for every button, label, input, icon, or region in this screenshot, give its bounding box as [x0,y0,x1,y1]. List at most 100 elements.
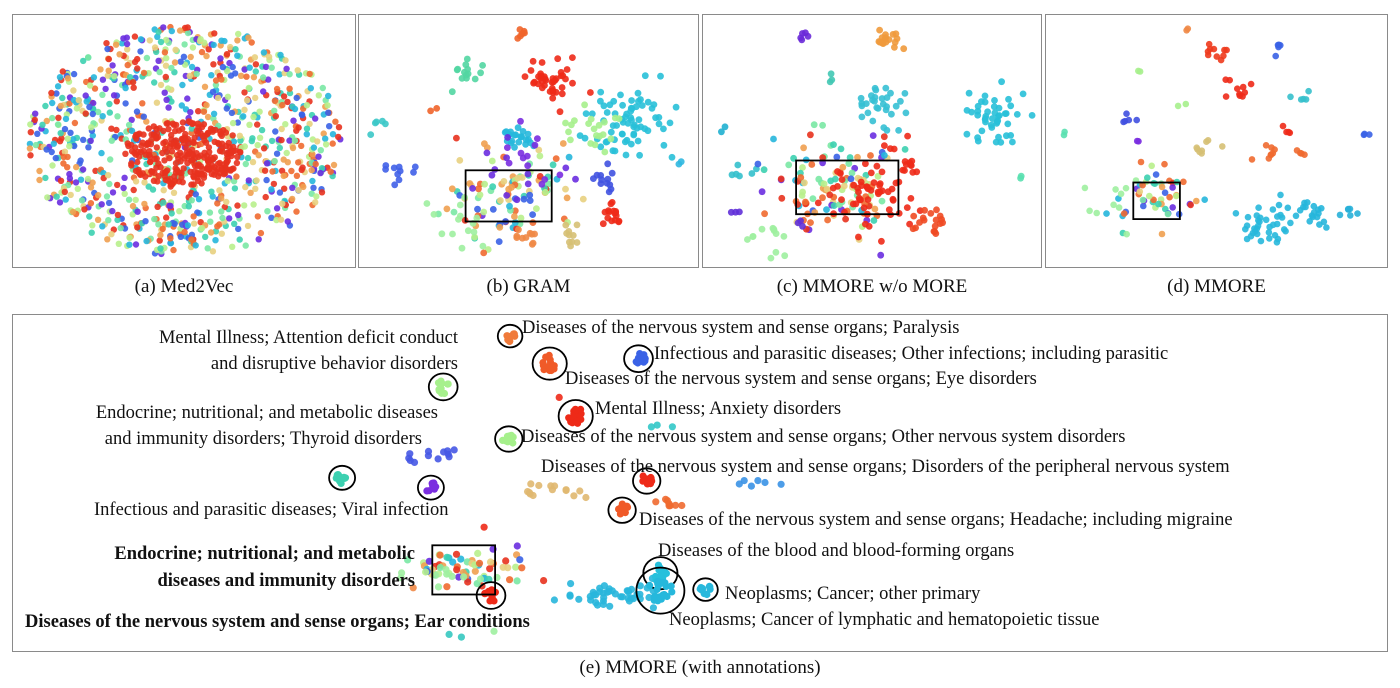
point-cluster-6 [506,576,514,584]
point-cluster-10 [535,146,543,154]
point-cluster-0 [181,24,189,32]
point-cluster-11 [727,208,735,216]
point-cluster-0 [134,158,141,166]
point-cluster-8 [904,132,911,140]
point-cluster-0 [214,200,221,207]
point-cluster-0 [298,111,305,118]
point-cluster-0 [86,82,94,89]
point-cluster-0 [42,174,49,182]
point-cluster-1 [172,169,180,176]
point-cluster-0 [243,97,251,104]
point-cluster-0 [145,183,152,190]
point-cluster-0 [131,33,139,40]
point-cluster-10 [514,174,522,182]
point-cluster-0 [48,148,55,156]
point-cluster-0 [98,149,105,157]
point-cluster-0 [209,193,216,200]
point-cluster-0 [212,228,220,235]
point-cluster-3 [888,110,895,118]
point-cluster-0 [289,144,297,152]
point-cluster-8 [873,162,881,170]
point-cluster-15 [1150,196,1157,204]
point-cluster-0 [261,167,269,174]
point-cluster-8 [864,196,872,204]
point-cluster-0 [241,202,248,209]
point-cluster-0 [91,85,99,92]
point-cluster-0 [263,160,271,167]
point-cluster-0 [203,52,210,60]
point-cluster-1 [179,119,187,126]
point-cluster-0 [192,242,199,249]
circled-point-4 [577,405,585,413]
point-cluster-0 [260,88,267,95]
point-cluster-6 [518,564,526,572]
point-cluster-3 [887,89,894,97]
point-cluster-0 [115,240,123,247]
point-cluster-7 [550,596,559,604]
point-cluster-6 [512,563,520,571]
point-cluster-1 [163,148,171,155]
point-cluster-0 [168,27,175,35]
point-cluster-4 [974,111,982,119]
point-cluster-0 [134,55,141,63]
point-cluster-0 [157,81,165,89]
point-cluster-9 [931,222,939,230]
point-cluster-0 [74,185,81,192]
point-cluster-15 [1173,192,1180,200]
point-cluster-0 [42,102,49,110]
point-cluster-10 [552,155,560,163]
point-cluster-1 [161,173,168,180]
point-cluster-4 [668,423,677,431]
point-cluster-10 [476,191,484,199]
point-cluster-0 [245,177,252,184]
point-cluster-0 [268,186,275,193]
point-cluster-16 [538,180,546,188]
point-cluster-10 [517,214,525,222]
point-cluster-0 [50,140,57,147]
point-cluster-0 [156,68,163,76]
point-cluster-0 [309,151,316,158]
circled-point-12 [653,585,661,594]
point-cluster-0 [329,140,336,147]
point-cluster-12 [567,242,574,250]
point-cluster-4 [1239,93,1246,100]
point-cluster-7 [831,175,839,183]
point-cluster-3 [582,110,590,117]
point-cluster-0 [85,144,92,151]
point-cluster-0 [252,68,259,75]
point-cluster-0 [223,198,230,206]
point-cluster-7 [807,219,814,227]
point-cluster-7 [846,154,854,161]
point-cluster-1 [464,65,471,73]
point-cluster-7 [870,217,878,224]
point-cluster-0 [87,184,95,191]
point-cluster-0 [151,215,158,223]
point-cluster-11 [599,220,607,228]
point-cluster-0 [151,44,159,51]
point-cluster-2 [521,73,529,80]
point-cluster-0 [89,132,97,139]
point-cluster-0 [70,87,77,94]
point-cluster-3 [735,480,743,488]
point-cluster-0 [244,154,252,162]
point-cluster-3 [600,102,608,110]
point-cluster-0 [293,208,300,215]
point-cluster-6 [422,568,430,576]
point-cluster-7 [842,215,849,223]
point-cluster-0 [204,245,211,252]
point-cluster-0 [300,183,307,191]
point-cluster-0 [260,145,268,152]
point-cluster-1 [236,148,244,156]
point-cluster-1 [224,154,231,161]
point-cluster-1 [218,166,225,173]
point-cluster-7 [758,188,766,196]
point-cluster-8 [889,196,897,204]
point-cluster-0 [310,184,317,191]
point-cluster-10 [481,180,488,188]
point-cluster-0 [86,213,93,220]
point-cluster-15 [1193,197,1200,205]
point-cluster-4 [988,124,996,131]
point-cluster-10 [471,233,478,241]
point-cluster-15 [1140,202,1147,210]
point-cluster-2 [552,88,560,96]
